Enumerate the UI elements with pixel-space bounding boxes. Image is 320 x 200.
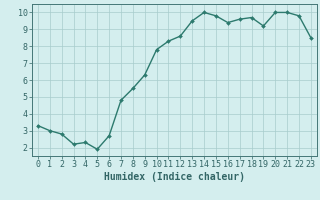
X-axis label: Humidex (Indice chaleur): Humidex (Indice chaleur): [104, 172, 245, 182]
